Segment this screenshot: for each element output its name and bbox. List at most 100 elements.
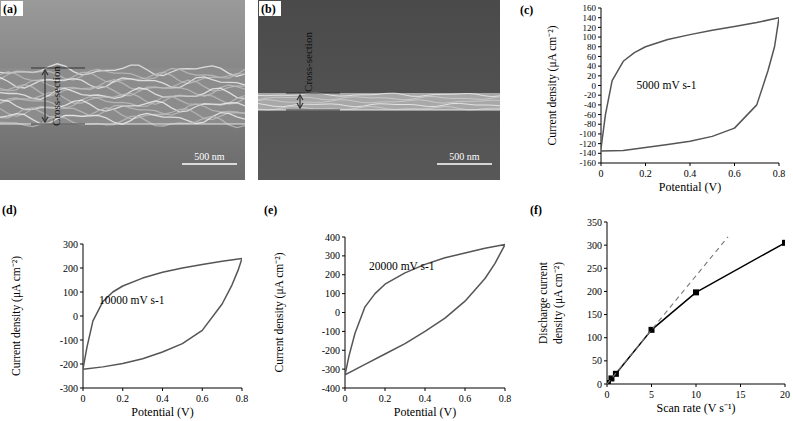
- y-tick-label: 140: [583, 13, 597, 23]
- y-tick-label: 100: [587, 332, 602, 343]
- scale-bar: [437, 163, 492, 165]
- chart: (e)-400-300-200-100010020030040000.20.40…: [264, 203, 511, 419]
- y-tick-label: 0: [73, 311, 78, 322]
- y-tick-label: 350: [587, 217, 602, 228]
- x-tick: [645, 163, 646, 166]
- label-box: [1, 1, 23, 16]
- sem-background: [258, 0, 500, 180]
- y-tick: [80, 316, 83, 317]
- y-tick-label: -200: [60, 359, 78, 370]
- series-line: [607, 237, 728, 384]
- y-tick: [598, 17, 601, 18]
- x-tick-label: 0: [599, 168, 604, 179]
- x-tick: [385, 388, 386, 391]
- sem-texture: [0, 116, 245, 128]
- y-tick: [342, 369, 345, 370]
- x-tick-label: 0: [343, 393, 348, 404]
- marker: [693, 289, 699, 295]
- arrow-head: [297, 95, 303, 100]
- x-tick: [601, 163, 602, 166]
- x-tick-label: 0.4: [419, 393, 432, 404]
- y-tick-label: 80: [587, 42, 597, 52]
- y-tick-label: 200: [587, 286, 602, 297]
- arrow-head: [42, 70, 48, 75]
- y-tick: [604, 268, 607, 269]
- x-tick: [242, 388, 243, 391]
- x-tick-label: 0.6: [196, 393, 209, 404]
- x-tick: [83, 388, 84, 391]
- x-tick: [345, 388, 346, 391]
- chart: (f)05010015020025030035005101520Scan rat…: [530, 203, 790, 415]
- y-tick-label: 0: [335, 307, 340, 318]
- y-tick: [598, 56, 601, 57]
- y-tick: [598, 124, 601, 125]
- sem-texture: [258, 106, 500, 109]
- y-tick: [598, 37, 601, 38]
- sem-image: [258, 0, 500, 180]
- y-tick: [598, 66, 601, 67]
- y-tick-label: 250: [587, 263, 602, 274]
- y-tick-label: -120: [580, 139, 597, 149]
- y-axis-label: Current density (μA cm⁻²): [10, 256, 23, 376]
- y-tick-label: 50: [592, 355, 602, 366]
- y-tick-label: 100: [583, 32, 597, 42]
- plot-area: [607, 237, 785, 384]
- x-tick: [425, 388, 426, 391]
- marker: [782, 240, 785, 246]
- y-tick: [598, 104, 601, 105]
- y-tick-label: 0: [597, 379, 602, 390]
- x-tick: [202, 388, 203, 391]
- sem-film: [0, 68, 245, 124]
- x-tick: [779, 163, 780, 166]
- series-line: [601, 18, 779, 151]
- y-axis: [607, 222, 608, 384]
- x-tick: [122, 388, 123, 391]
- panel-label: (e): [264, 203, 277, 217]
- guide-line: [286, 110, 340, 111]
- y-tick: [342, 331, 345, 332]
- sem-texture: [0, 113, 245, 125]
- label-box: [259, 1, 281, 16]
- y-tick-label: 150: [587, 309, 602, 320]
- scale-bar-label: 500 nm: [194, 151, 225, 162]
- panel-label: (b): [261, 2, 276, 16]
- y-tick: [604, 222, 607, 223]
- series-line: [83, 258, 242, 369]
- x-axis-label: Potential (V): [394, 405, 456, 419]
- y-tick-label: -400: [322, 383, 340, 394]
- y-tick-label: 60: [587, 52, 597, 62]
- x-tick: [690, 163, 691, 166]
- y-tick-label: -300: [322, 364, 340, 375]
- annotation: 20000 mV s-1: [369, 260, 435, 272]
- y-tick-label: 160: [583, 3, 597, 13]
- y-tick: [604, 314, 607, 315]
- y-tick: [342, 312, 345, 313]
- y-tick-label: 100: [63, 287, 78, 298]
- scale-bar-label: 500 nm: [449, 151, 480, 162]
- x-tick-label: 0.8: [236, 393, 249, 404]
- y-tick: [342, 293, 345, 294]
- y-tick: [342, 274, 345, 275]
- x-axis-label: Potential (V): [131, 405, 193, 419]
- y-tick: [342, 237, 345, 238]
- y-tick: [80, 244, 83, 245]
- y-tick: [598, 95, 601, 96]
- series-line: [345, 245, 505, 375]
- y-tick: [80, 268, 83, 269]
- x-tick-label: 0: [81, 393, 86, 404]
- annotation: Cross-section: [50, 66, 62, 126]
- x-tick-label: 15: [736, 389, 746, 400]
- x-tick: [465, 388, 466, 391]
- x-axis-label: Potential (V): [659, 180, 721, 194]
- y-axis-label: density (μA cm⁻²): [552, 262, 565, 344]
- y-tick: [598, 143, 601, 144]
- arrow-head: [297, 103, 303, 108]
- y-tick: [604, 245, 607, 246]
- series-line: [608, 243, 785, 383]
- y-tick: [342, 350, 345, 351]
- y-tick-label: 300: [63, 239, 78, 250]
- y-tick-label: -200: [322, 345, 340, 356]
- y-tick-label: -40: [584, 100, 596, 110]
- x-tick-label: 0.4: [156, 393, 169, 404]
- y-tick-label: 40: [587, 61, 597, 71]
